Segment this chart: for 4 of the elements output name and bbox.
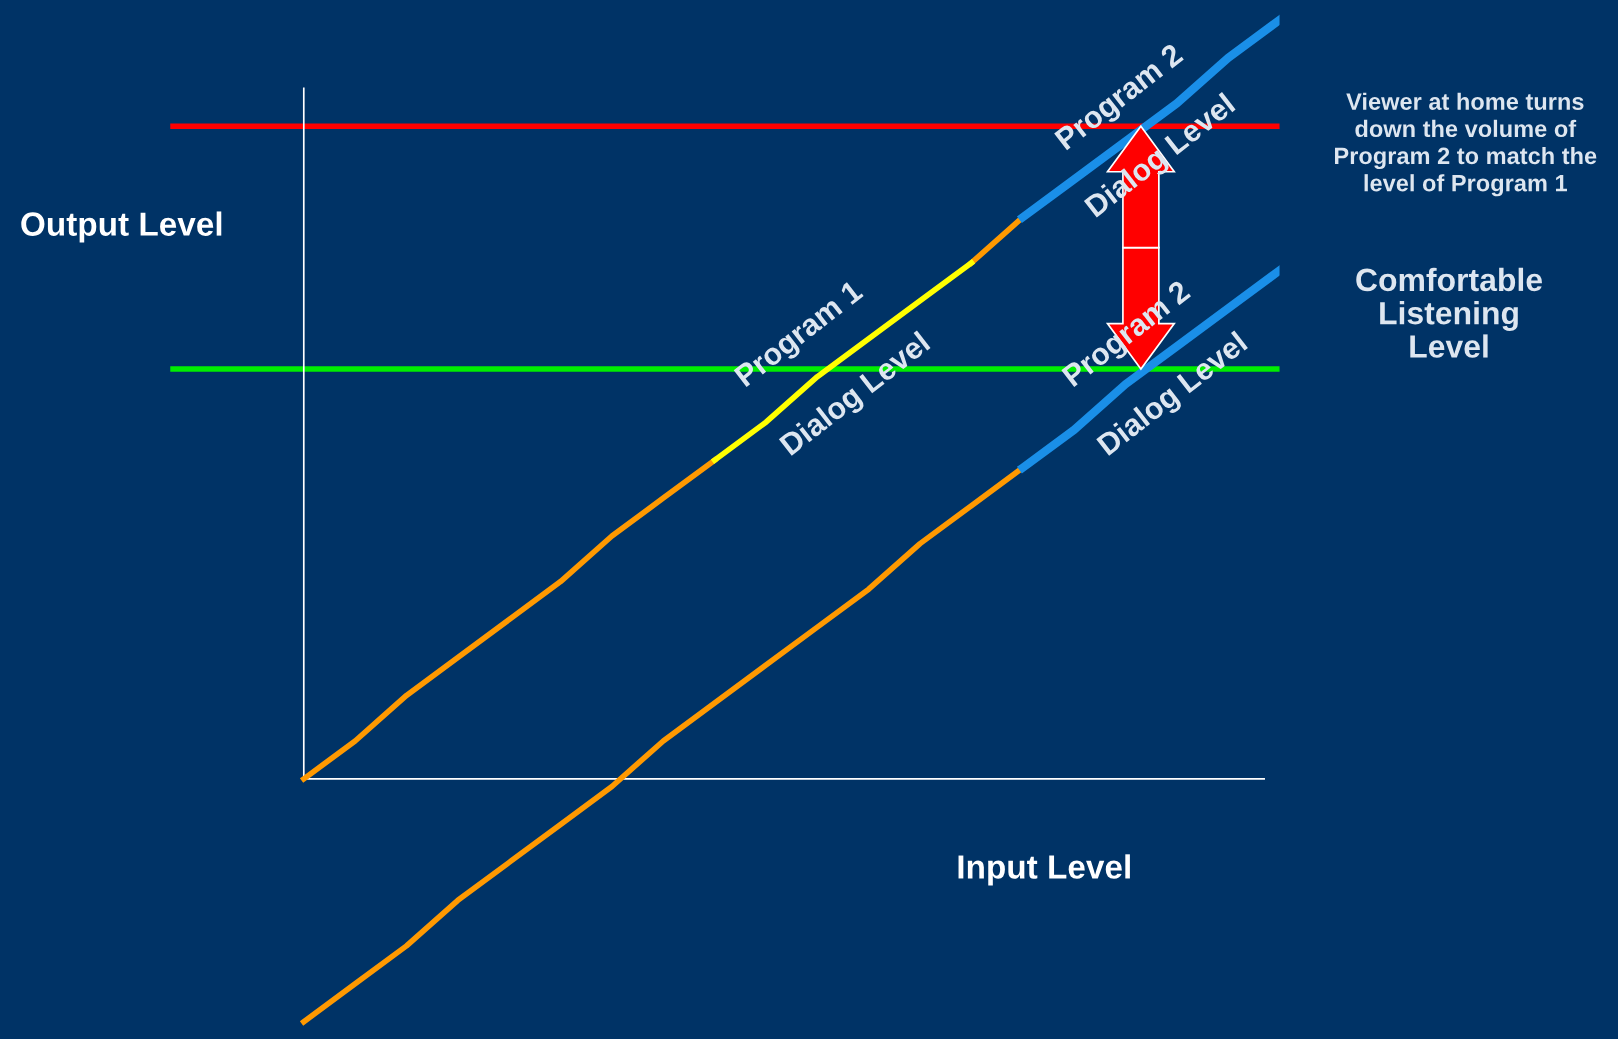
x-axis-title: Input Level — [958, 854, 1130, 886]
ref-line-label: Comfortable Listening Level — [1356, 267, 1542, 358]
text: Viewer at home turns down the volume of Program 2 to match the level of Program 1 — [1335, 92, 1597, 197]
y-axis-title: Output Level — [21, 211, 222, 243]
